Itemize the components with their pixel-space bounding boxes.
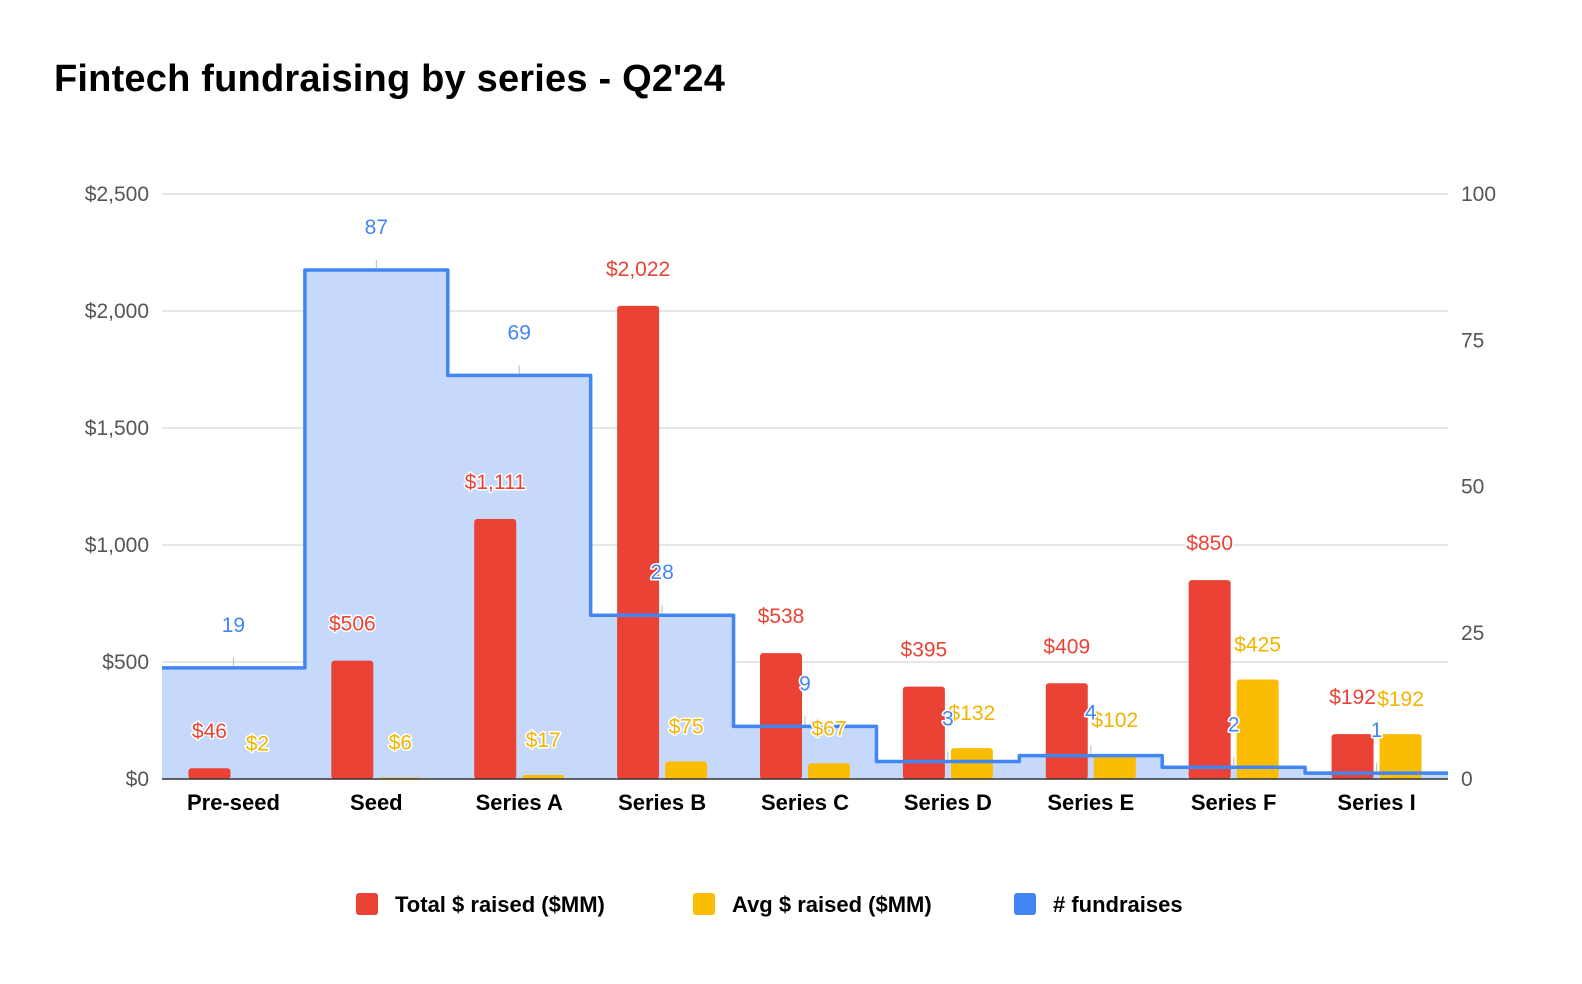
legend-item: Avg $ raised ($MM)	[693, 892, 932, 917]
data-label-total: $506	[329, 613, 376, 636]
bar-avg-raised	[665, 761, 708, 779]
bar-total-raised	[760, 653, 802, 779]
legend: Total $ raised ($MM) Avg $ raised ($MM) # …	[356, 892, 1183, 917]
bar-total-raised	[188, 768, 231, 779]
axes: $0 $500 $1,000 $1,500 $2,000 $2,500 0 25 50 75 100…	[85, 183, 1496, 815]
data-label-avg: $17	[526, 729, 561, 752]
data-label-fundraises: 87	[365, 216, 388, 239]
data-label-total: $1,111	[465, 471, 526, 494]
data-label-total: $192	[1329, 686, 1376, 709]
legend-item: # fundraises	[1014, 892, 1183, 917]
data-label-avg: $102	[1091, 709, 1138, 732]
right-axis-tick-label: 100	[1461, 183, 1496, 206]
right-axis-tick-label: 25	[1461, 622, 1484, 645]
data-label-fundraises: 4	[1085, 702, 1097, 725]
bar-total-raised	[617, 305, 660, 779]
data-label-fundraises: 19	[222, 614, 245, 637]
bar-avg-raised	[522, 775, 565, 779]
data-label-fundraises: 69	[508, 321, 531, 344]
right-axis-tick-label: 0	[1461, 768, 1473, 791]
data-label-total: $2,022	[606, 258, 670, 281]
data-label-fundraises: 2	[1228, 713, 1240, 736]
category-label: Pre-seed	[187, 790, 280, 815]
bar-total-raised	[474, 519, 517, 779]
data-label-total: $538	[758, 605, 805, 628]
category-label: Series E	[1047, 790, 1134, 815]
chart-title: Fintech fundraising by series - Q2'24	[54, 58, 726, 100]
bar-total-raised	[902, 686, 945, 779]
data-label-total: $409	[1043, 635, 1090, 658]
data-label-avg: $132	[949, 702, 996, 725]
bar-total-raised	[1331, 734, 1374, 779]
legend-label: # fundraises	[1053, 892, 1183, 917]
left-axis-tick-label: $2,000	[85, 300, 149, 323]
data-label-total: $395	[901, 639, 948, 662]
left-axis-tick-label: $1,500	[85, 417, 149, 440]
category-label: Seed	[350, 790, 403, 815]
category-label: Series C	[761, 790, 849, 815]
data-label-avg: $2	[246, 733, 269, 756]
bar-total-raised	[331, 660, 374, 779]
category-label: Series I	[1337, 790, 1415, 815]
legend-label: Total $ raised ($MM)	[395, 892, 605, 917]
bar-total-raised	[1045, 683, 1088, 779]
category-label: Series D	[904, 790, 992, 815]
bar-avg-raised	[808, 763, 850, 779]
left-axis-tick-label: $1,000	[85, 534, 149, 557]
left-axis-tick-label: $0	[126, 768, 149, 791]
data-label-avg: $6	[389, 732, 412, 755]
data-label-fundraises: 28	[650, 561, 673, 584]
data-label-avg: $67	[811, 717, 846, 740]
fundraises-step-line	[162, 268, 1448, 775]
category-label: Series F	[1191, 790, 1277, 815]
bar-avg-raised	[950, 748, 993, 779]
right-axis-tick-label: 75	[1461, 329, 1484, 352]
data-label-avg: $425	[1234, 634, 1281, 657]
bar-avg-raised	[1093, 755, 1136, 779]
category-label: Series B	[618, 790, 706, 815]
legend-swatch	[693, 893, 715, 915]
legend-swatch	[1014, 893, 1036, 915]
data-label-avg: $192	[1377, 688, 1424, 711]
left-axis-tick-label: $500	[102, 651, 149, 674]
data-label-total: $850	[1186, 532, 1233, 555]
data-label-fundraises: 1	[1371, 719, 1383, 742]
data-labels: $46$506$1,111$2,022$538$395 $409$850$192$…	[190, 215, 1425, 772]
right-axis-tick-label: 50	[1461, 476, 1484, 499]
data-label-fundraises: 9	[799, 672, 811, 695]
data-label-total: $46	[192, 720, 227, 743]
data-label-avg: $75	[669, 715, 704, 738]
category-label: Series A	[476, 790, 563, 815]
data-label-fundraises: 3	[942, 707, 954, 730]
legend-item: Total $ raised ($MM)	[356, 892, 605, 917]
bar-total-raised	[1188, 580, 1231, 779]
legend-label: Avg $ raised ($MM)	[732, 892, 932, 917]
legend-swatch	[356, 893, 378, 915]
bar-avg-raised	[1379, 734, 1422, 779]
bars	[188, 305, 1422, 780]
left-axis-tick-label: $2,500	[85, 183, 149, 206]
bar-avg-raised	[1236, 679, 1279, 779]
